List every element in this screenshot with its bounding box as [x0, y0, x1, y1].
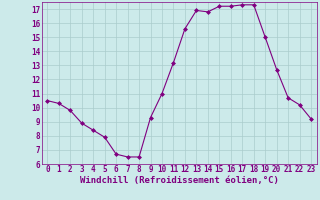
X-axis label: Windchill (Refroidissement éolien,°C): Windchill (Refroidissement éolien,°C) [80, 176, 279, 185]
